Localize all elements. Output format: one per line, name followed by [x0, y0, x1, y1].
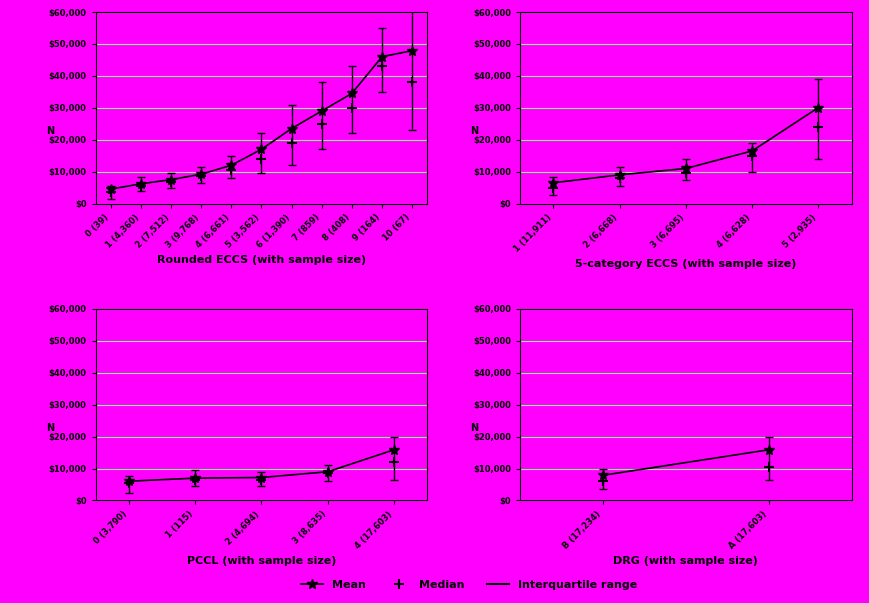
X-axis label: Rounded ECCS (with sample size): Rounded ECCS (with sample size)	[156, 255, 366, 265]
X-axis label: PCCL (with sample size): PCCL (with sample size)	[187, 556, 336, 566]
Text: N: N	[470, 126, 479, 136]
Text: N: N	[46, 423, 54, 433]
Legend: Mean, Median, Interquartile range: Mean, Median, Interquartile range	[296, 575, 642, 595]
Text: N: N	[46, 126, 54, 136]
X-axis label: DRG (with sample size): DRG (with sample size)	[614, 557, 759, 566]
X-axis label: 5-category ECCS (with sample size): 5-category ECCS (with sample size)	[575, 259, 797, 269]
Text: N: N	[470, 423, 479, 433]
